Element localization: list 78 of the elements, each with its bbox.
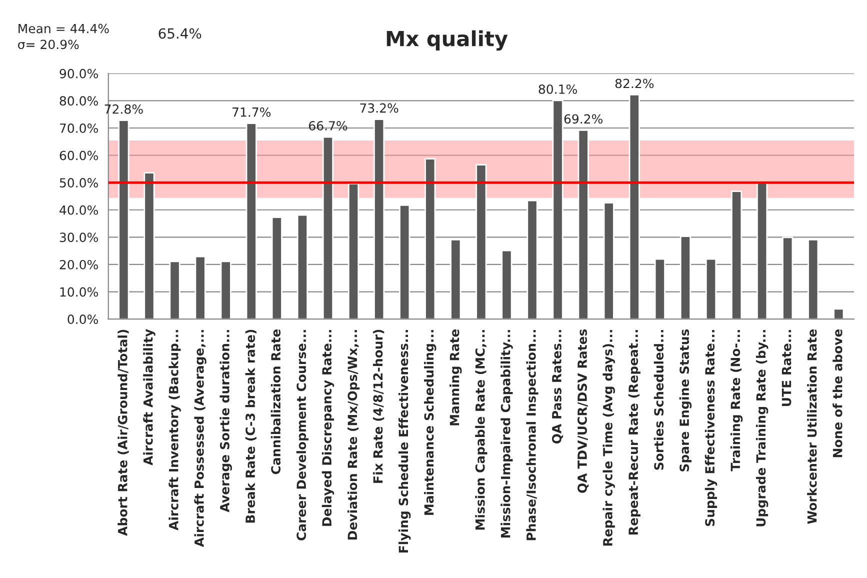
bar: [271, 216, 282, 320]
x-tick-label: Aircraft Availability: [143, 329, 156, 466]
x-tick-label: Aircraft Possessed (Average,...: [194, 330, 206, 547]
x-tick-label: Flying Schedule Effectiveness...: [398, 330, 411, 553]
x-tick-label: Mission-Impaired Capability...: [500, 330, 513, 538]
x-tick-label: UTE Rate...: [782, 330, 792, 406]
x-tick-label: Sorties Scheduled...: [654, 330, 664, 470]
bar: [552, 100, 564, 320]
bar: [322, 136, 334, 320]
x-tick-label: QA TDV/UCR/DSV Rates: [577, 329, 589, 493]
x-tick-label: Maintenance Scheduling...: [424, 330, 436, 515]
x-tick-label: Mission Capable Rate (MC,...: [475, 330, 488, 530]
data-label: 73.2%: [360, 103, 398, 113]
bar: [220, 260, 232, 320]
x-tick-label: Average Sortie duration...: [220, 330, 232, 512]
bar: [654, 258, 666, 320]
text: 65.4%: [158, 28, 202, 39]
x-tick-label: None of the above: [832, 329, 842, 458]
x-tick-label: Break Rate (C-3 break rate): [245, 330, 256, 523]
data-label: 66.7%: [308, 121, 348, 130]
bar: [833, 308, 844, 320]
y-tick-label: 50.0%: [60, 178, 98, 188]
bar: [399, 204, 410, 320]
bar: [808, 238, 819, 320]
x-tick-label: Manning Rate: [450, 329, 462, 426]
bar: [680, 236, 692, 320]
x-tick-label: Delayed Discrepancy Rate...: [322, 330, 334, 526]
bar: [476, 164, 487, 320]
bar: [603, 202, 614, 320]
y-tick-label: 20.0%: [60, 260, 98, 270]
y-tick-label: 0.0%: [68, 314, 98, 324]
y-tick-label: 60.0%: [60, 150, 98, 160]
bar: [730, 190, 742, 320]
data-label: 82.2%: [615, 78, 654, 88]
y-tick-label: 70.0%: [60, 123, 98, 133]
bar: [118, 120, 130, 320]
bar: [450, 238, 462, 320]
x-tick-label: Training Rate (No-...: [730, 330, 743, 472]
bar: [501, 250, 512, 320]
bar: [194, 256, 206, 320]
x-tick-label: Repair cycle Time (Avg days)...: [602, 330, 615, 546]
x-tick-label: Supply Effectiveness Rate...: [704, 330, 718, 526]
x-tick-label: Repeat-Recur Rate (Repeat...: [628, 330, 640, 534]
bar: [296, 214, 308, 320]
x-tick-label: Aircraft Inventory (Backup...: [168, 330, 181, 530]
bar: [782, 236, 794, 320]
bar: [424, 158, 436, 320]
data-label: 72.8%: [104, 104, 143, 114]
text: Mean = 44.4% σ= 20.9%: [18, 24, 109, 50]
bar: [144, 172, 155, 320]
bar: [578, 129, 589, 320]
x-tick-label: Career Development Course...: [296, 330, 308, 540]
x-tick-label: Phase/Isochronal Inspection...: [526, 330, 538, 540]
bar: [628, 94, 640, 320]
bar: [756, 182, 768, 320]
bar: [705, 258, 717, 320]
y-tick-label: 80.0%: [60, 96, 98, 106]
x-tick-label: Cannibalization Rate: [270, 329, 281, 474]
x-tick-label: Deviation Rate (Mx/Ops/Wx,...: [347, 330, 360, 540]
bar: [526, 200, 538, 320]
x-tick-label: Workcenter Utilization Rate: [807, 329, 817, 524]
x-tick-label: Spare Engine Status: [679, 329, 692, 472]
bar: [246, 122, 257, 320]
y-tick-label: 10.0%: [60, 287, 98, 297]
bar: [374, 118, 385, 320]
data-label: 69.2%: [564, 114, 602, 124]
y-tick-label: 40.0%: [60, 205, 98, 215]
x-tick-label: Abort Rate (Air/Ground/Total): [118, 330, 129, 536]
x-tick-label: Upgrade Training Rate (by...: [756, 330, 768, 526]
y-tick-label: 30.0%: [60, 232, 98, 242]
data-label: 80.1%: [538, 84, 577, 94]
chart-title: Mx quality: [386, 30, 508, 51]
bar: [348, 182, 360, 320]
y-tick-label: 90.0%: [60, 68, 98, 78]
bar: [169, 260, 180, 320]
data-label: 71.7%: [232, 107, 271, 117]
x-tick-label: QA Pass Rates...: [552, 330, 564, 444]
x-tick-label: Fix Rate (4/8/12-hour): [372, 330, 384, 483]
